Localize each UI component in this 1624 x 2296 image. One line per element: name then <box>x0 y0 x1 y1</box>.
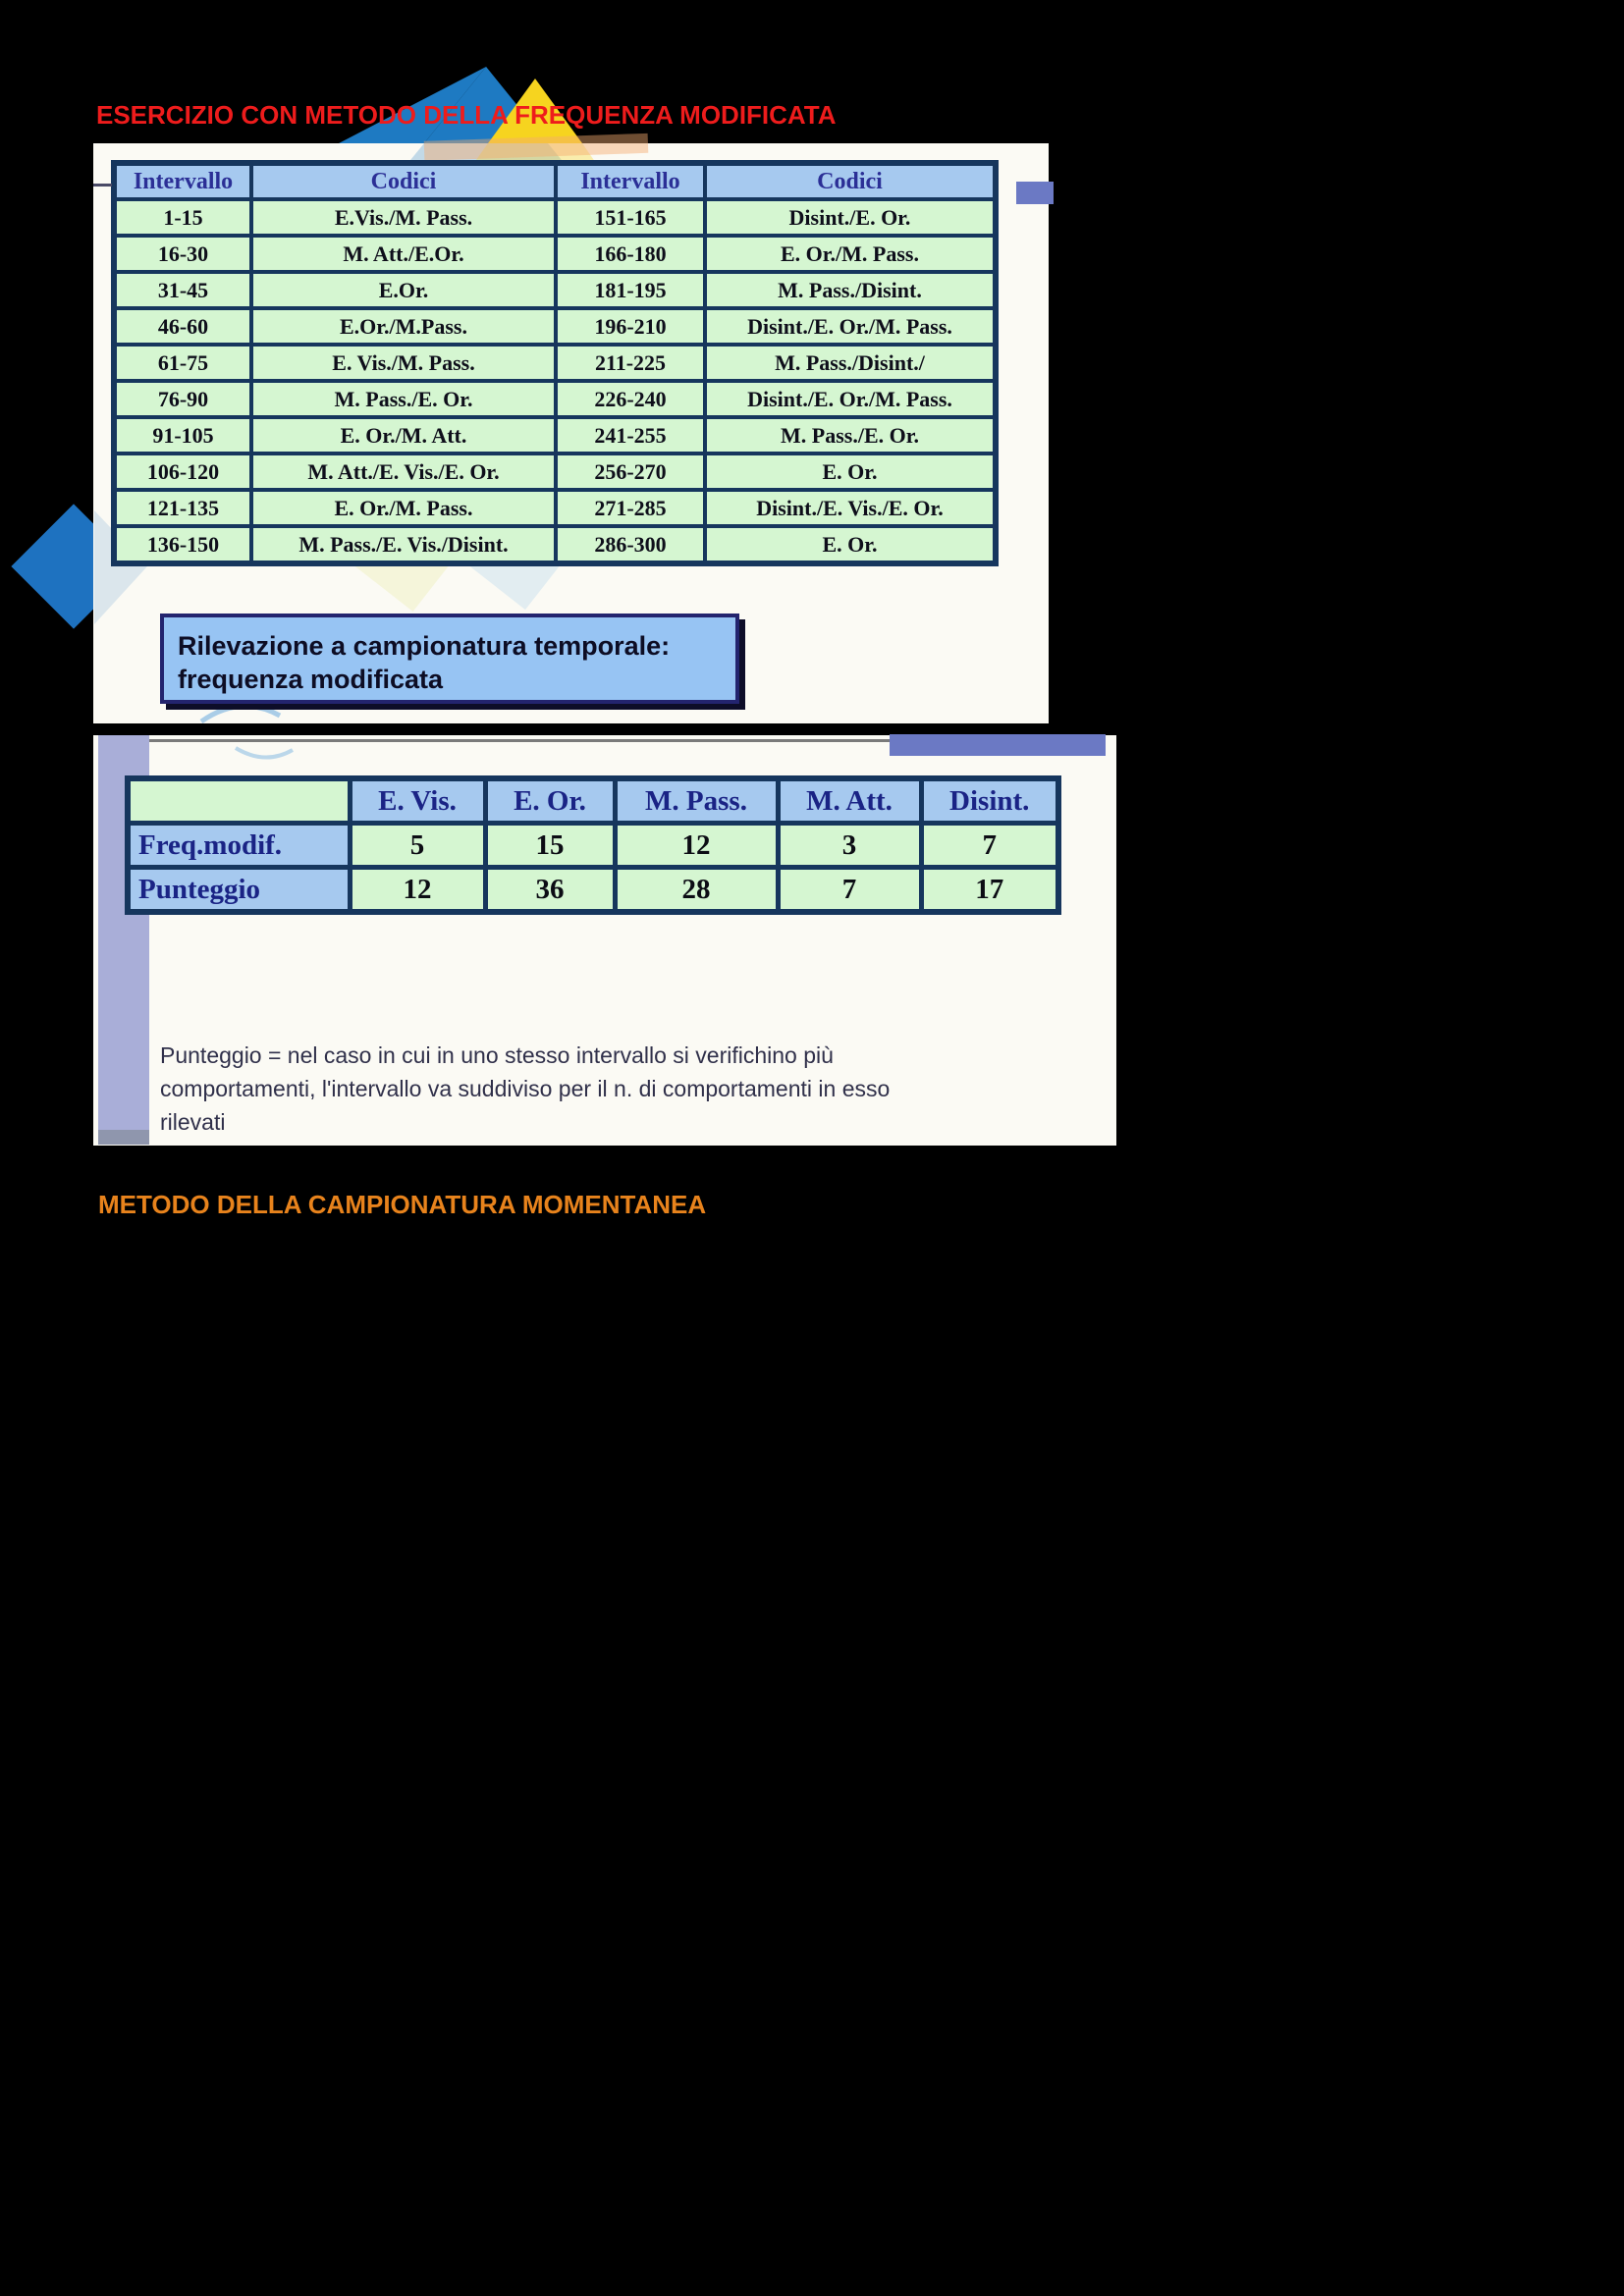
summary-table: E. Vis. E. Or. M. Pass. M. Att. Disint. Freq… <box>125 775 1061 915</box>
callout-line-1: Rilevazione a campionatura temporale: <box>178 631 671 661</box>
interval-cell: 16-30 <box>112 234 253 274</box>
interval-table-body: 1-15 E.Vis./M. Pass. 151-165 Disint./E. Or.… <box>112 197 998 565</box>
interval-table-row: 61-75 E. Vis./M. Pass. 211-225 M. Pass./Dis… <box>112 343 998 383</box>
interval-cell: 76-90 <box>112 379 253 419</box>
summary-table-header-cell-0: E. Vis. <box>347 775 488 826</box>
interval-table-head: Intervallo Codici Intervallo Codici <box>112 161 998 201</box>
interval-cell: 211-225 <box>554 343 707 383</box>
interval-cell: 166-180 <box>554 234 707 274</box>
summary-table-row: Freq.modif. 5 15 12 3 7 <box>125 821 1061 870</box>
callout-box: Rilevazione a campionatura temporale: fr… <box>160 614 739 704</box>
interval-cell: 31-45 <box>112 270 253 310</box>
interval-table-row: 136-150 M. Pass./E. Vis./Disint. 286-300 E.… <box>112 524 998 565</box>
summary-table-header-cell-4: Disint. <box>918 775 1061 826</box>
interval-cell: 91-105 <box>112 415 253 455</box>
codici-cell: E. Or. <box>703 524 998 565</box>
summary-table-header-cell-3: M. Att. <box>775 775 924 826</box>
interval-table-row: 106-120 M. Att./E. Vis./E. Or. 256-270 E. O… <box>112 452 998 492</box>
codici-cell: Disint./E. Vis./E. Or. <box>703 488 998 528</box>
slide2-side-strip-cap <box>98 1130 149 1145</box>
summary-value-cell: 12 <box>612 821 781 870</box>
interval-cell: 151-165 <box>554 197 707 238</box>
codici-cell: Disint./E. Or./M. Pass. <box>703 379 998 419</box>
interval-cell: 196-210 <box>554 306 707 347</box>
codici-cell: E. Vis./M. Pass. <box>249 343 558 383</box>
codici-cell: E. Or./M. Att. <box>249 415 558 455</box>
interval-cell: 271-285 <box>554 488 707 528</box>
slide2-accent-bar <box>890 734 1106 756</box>
slide2-divider-line <box>114 739 892 742</box>
summary-table-head: E. Vis. E. Or. M. Pass. M. Att. Disint. <box>125 775 1061 826</box>
interval-table: Intervallo Codici Intervallo Codici 1-15 E.V… <box>111 160 999 566</box>
summary-value-cell: 17 <box>918 865 1061 915</box>
codici-cell: E. Or./M. Pass. <box>249 488 558 528</box>
summary-value-cell: 3 <box>775 821 924 870</box>
page-heading-top: ESERCIZIO CON METODO DELLA FREQUENZA MOD… <box>96 100 837 130</box>
summary-table-header-row: E. Vis. E. Or. M. Pass. M. Att. Disint. <box>125 775 1061 826</box>
summary-row-label: Freq.modif. <box>125 821 352 870</box>
interval-table-header-cell-0: Intervallo <box>112 161 253 201</box>
summary-table-header-cell-2: M. Pass. <box>612 775 781 826</box>
interval-cell: 106-120 <box>112 452 253 492</box>
summary-value-cell: 15 <box>482 821 618 870</box>
interval-table-row: 16-30 M. Att./E.Or. 166-180 E. Or./M. Pass. <box>112 234 998 274</box>
summary-value-cell: 28 <box>612 865 781 915</box>
interval-table-header-row: Intervallo Codici Intervallo Codici <box>112 161 998 201</box>
interval-cell: 121-135 <box>112 488 253 528</box>
interval-table-row: 76-90 M. Pass./E. Or. 226-240 Disint./E. Or… <box>112 379 998 419</box>
interval-table-row: 91-105 E. Or./M. Att. 241-255 M. Pass./E. O… <box>112 415 998 455</box>
codici-cell: M. Pass./Disint./ <box>703 343 998 383</box>
slide1-accent-bar <box>1016 182 1054 204</box>
summary-value-cell: 12 <box>347 865 488 915</box>
interval-cell: 256-270 <box>554 452 707 492</box>
summary-table-body: Freq.modif. 5 15 12 3 7 Punteggio 12 36 28 7 17 <box>125 821 1061 915</box>
codici-cell: M. Pass./E. Or. <box>249 379 558 419</box>
codici-cell: E.Or. <box>249 270 558 310</box>
summary-table-row: Punteggio 12 36 28 7 17 <box>125 865 1061 915</box>
summary-value-cell: 5 <box>347 821 488 870</box>
codici-cell: M. Pass./E. Or. <box>703 415 998 455</box>
interval-table-row: 46-60 E.Or./M.Pass. 196-210 Disint./E. Or./… <box>112 306 998 347</box>
codici-cell: E.Vis./M. Pass. <box>249 197 558 238</box>
codici-cell: M. Att./E.Or. <box>249 234 558 274</box>
codici-cell: Disint./E. Or./M. Pass. <box>703 306 998 347</box>
interval-cell: 241-255 <box>554 415 707 455</box>
interval-table-row: 1-15 E.Vis./M. Pass. 151-165 Disint./E. Or. <box>112 197 998 238</box>
callout-line-2: frequenza modificata <box>178 665 444 694</box>
summary-table-header-cell-1: E. Or. <box>482 775 618 826</box>
interval-cell: 46-60 <box>112 306 253 347</box>
summary-row-label: Punteggio <box>125 865 352 915</box>
interval-cell: 226-240 <box>554 379 707 419</box>
codici-cell: E. Or./M. Pass. <box>703 234 998 274</box>
interval-cell: 61-75 <box>112 343 253 383</box>
summary-value-cell: 7 <box>918 821 1061 870</box>
summary-value-cell: 7 <box>775 865 924 915</box>
codici-cell: E. Or. <box>703 452 998 492</box>
interval-table-header-cell-3: Codici <box>703 161 998 201</box>
interval-cell: 181-195 <box>554 270 707 310</box>
interval-cell: 136-150 <box>112 524 253 565</box>
summary-value-cell: 36 <box>482 865 618 915</box>
note-text: Punteggio = nel caso in cui in uno stess… <box>160 1039 1083 1139</box>
interval-table-row: 31-45 E.Or. 181-195 M. Pass./Disint. <box>112 270 998 310</box>
interval-table-header-cell-2: Intervallo <box>554 161 707 201</box>
note-line-2: comportamenti, l'intervallo va suddiviso… <box>160 1076 891 1101</box>
codici-cell: M. Pass./Disint. <box>703 270 998 310</box>
summary-table-corner-cell <box>125 775 352 826</box>
page-heading-bottom: METODO DELLA CAMPIONATURA MOMENTANEA <box>98 1190 707 1219</box>
interval-cell: 286-300 <box>554 524 707 565</box>
interval-cell: 1-15 <box>112 197 253 238</box>
note-line-3: rilevati <box>160 1109 226 1135</box>
codici-cell: Disint./E. Or. <box>703 197 998 238</box>
interval-table-header-cell-1: Codici <box>249 161 558 201</box>
interval-table-row: 121-135 E. Or./M. Pass. 271-285 Disint./E. … <box>112 488 998 528</box>
codici-cell: M. Pass./E. Vis./Disint. <box>249 524 558 565</box>
codici-cell: M. Att./E. Vis./E. Or. <box>249 452 558 492</box>
codici-cell: E.Or./M.Pass. <box>249 306 558 347</box>
slide1-left-dash <box>93 184 112 187</box>
note-line-1: Punteggio = nel caso in cui in uno stess… <box>160 1042 834 1068</box>
